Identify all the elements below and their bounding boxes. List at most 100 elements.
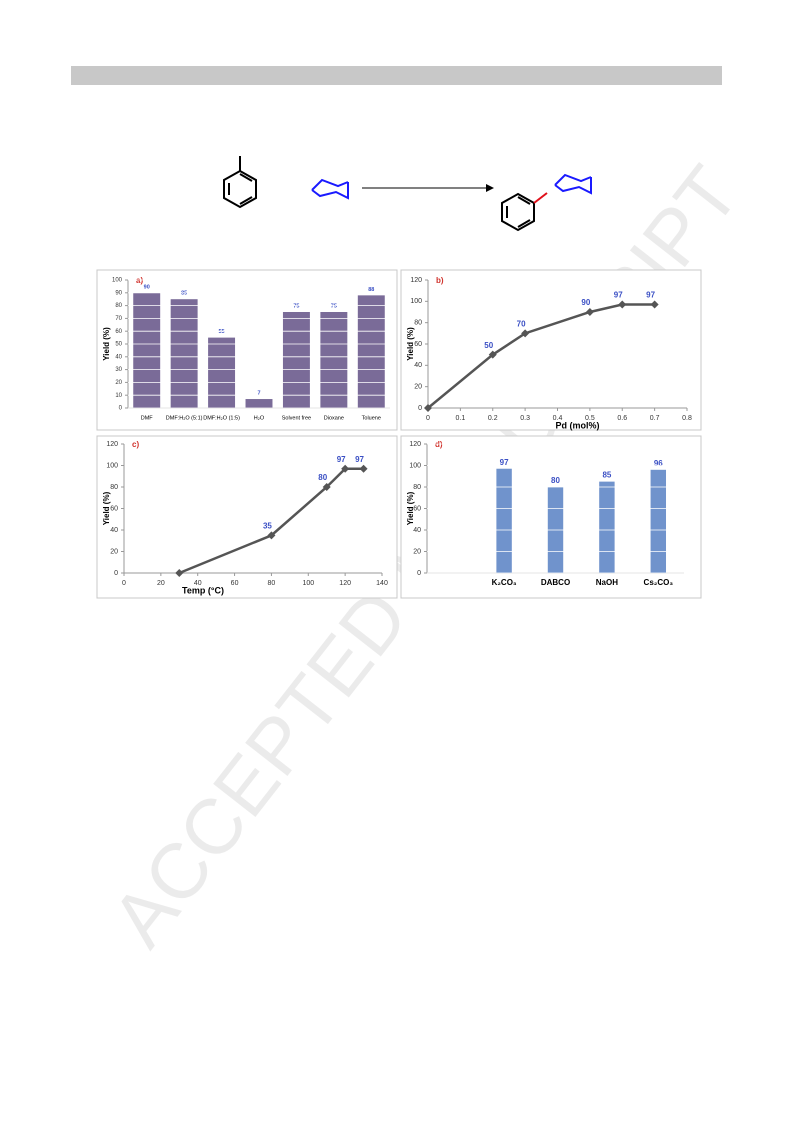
- data-point: [618, 300, 627, 309]
- data-point: [424, 404, 432, 412]
- data-point: [267, 531, 276, 540]
- y-tick-label: 0: [418, 405, 422, 412]
- x-tick-label: 60: [231, 580, 239, 587]
- data-point: [175, 569, 184, 577]
- y-tick-label: 60: [414, 341, 422, 348]
- x-tick-label: Toluene: [362, 415, 381, 421]
- y-tick-label: 60: [413, 505, 421, 512]
- cyclohexane: [311, 182, 349, 200]
- data-point: [341, 464, 350, 473]
- data-label: 50: [484, 341, 493, 350]
- y-tick-label: 60: [115, 329, 122, 335]
- panel-frame: [96, 435, 398, 599]
- x-tick-label: 0: [122, 580, 126, 587]
- bar: [133, 292, 161, 408]
- bar: [496, 468, 512, 573]
- bar: [650, 469, 667, 573]
- x-axis-label: Temp (°C): [182, 585, 224, 595]
- y-tick-label: 80: [413, 484, 421, 491]
- x-tick-label: 0.6: [617, 415, 627, 422]
- data-label: 85: [602, 471, 611, 480]
- y-tick-label: 20: [110, 548, 118, 555]
- ring-bond: [517, 196, 531, 205]
- y-tick-label: 0: [114, 570, 118, 577]
- y-tick-label: 0: [119, 406, 123, 412]
- arrow-head: [486, 184, 494, 192]
- y-tick-label: 40: [115, 354, 122, 360]
- y-tick-label: 120: [410, 277, 422, 284]
- y-tick-label: 20: [414, 384, 422, 391]
- y-axis-label: Yield (%): [102, 327, 111, 361]
- y-tick-label: 100: [410, 298, 422, 305]
- data-label: 75: [331, 303, 337, 309]
- data-line: [427, 303, 655, 409]
- chart-panel: 0 20 40 60 80 100 120 c) Yield (%) Temp (°C) 0 20 40…: [96, 435, 398, 599]
- cyclohexane-top: [311, 178, 349, 191]
- x-axis-label: Pd (mol%): [556, 420, 600, 430]
- y-tick-label: 100: [409, 462, 421, 469]
- y-tick-label: 100: [112, 278, 123, 284]
- data-label: 70: [517, 319, 526, 328]
- data-point: [322, 483, 331, 491]
- toluene-ring: [223, 169, 257, 209]
- panel-frame: [400, 269, 702, 431]
- x-tick-label: DABCO: [541, 578, 570, 587]
- y-tick-label: 0: [417, 570, 421, 577]
- y-tick-label: 30: [115, 367, 122, 373]
- x-tick-label: 0.4: [553, 415, 563, 422]
- x-tick-label: DMF:H₂O (1:5): [203, 415, 240, 421]
- x-tick-label: 140: [376, 580, 388, 587]
- x-tick-label: 120: [339, 580, 351, 587]
- bar: [320, 312, 348, 408]
- data-label: 80: [318, 473, 327, 482]
- x-tick-label: 0.8: [682, 415, 692, 422]
- data-label: 97: [337, 455, 346, 464]
- bar: [599, 481, 615, 573]
- y-tick-label: 120: [106, 441, 118, 448]
- x-tick-label: DMF: [141, 415, 154, 421]
- x-tick-label: 0: [426, 415, 430, 422]
- bar: [170, 299, 198, 408]
- y-tick-label: 10: [115, 393, 122, 399]
- chart-title: d): [435, 440, 443, 449]
- data-label: 97: [646, 291, 655, 300]
- data-label: 96: [654, 459, 663, 468]
- x-tick-label: 80: [268, 580, 276, 587]
- bar: [282, 312, 310, 408]
- y-tick-label: 20: [413, 548, 421, 555]
- y-axis-label: Yield (%): [102, 491, 111, 525]
- data-label: 80: [551, 476, 560, 485]
- y-tick-label: 90: [115, 290, 122, 296]
- chart-title: b): [436, 276, 444, 285]
- x-tick-label: 40: [194, 580, 202, 587]
- x-tick-label: Solvent free: [282, 415, 311, 421]
- bar: [245, 399, 273, 408]
- y-tick-label: 50: [115, 342, 122, 348]
- ring-bond: [517, 219, 531, 228]
- x-tick-label: 0.1: [456, 415, 466, 422]
- y-tick-label: 60: [110, 505, 118, 512]
- y-tick-label: 80: [115, 303, 122, 309]
- cyclohexane: [554, 177, 592, 195]
- data-label: 35: [263, 521, 272, 530]
- data-point: [521, 329, 530, 338]
- y-axis-label: Yield (%): [406, 491, 415, 525]
- x-tick-label: 0.2: [488, 415, 498, 422]
- x-tick-label: 0.7: [650, 415, 660, 422]
- data-label: 97: [500, 458, 509, 467]
- y-tick-label: 40: [110, 527, 118, 534]
- data-label: 97: [355, 455, 364, 464]
- bar: [208, 337, 236, 408]
- y-tick-label: 120: [409, 441, 421, 448]
- ring-bond: [239, 173, 253, 182]
- bar: [357, 295, 385, 408]
- x-tick-label: Cs₂CO₃: [644, 578, 674, 587]
- data-point: [359, 464, 368, 473]
- data-label: 88: [368, 287, 374, 293]
- data-point: [488, 350, 497, 359]
- y-tick-label: 20: [115, 380, 122, 386]
- y-tick-label: 80: [110, 484, 118, 491]
- data-point: [585, 308, 594, 316]
